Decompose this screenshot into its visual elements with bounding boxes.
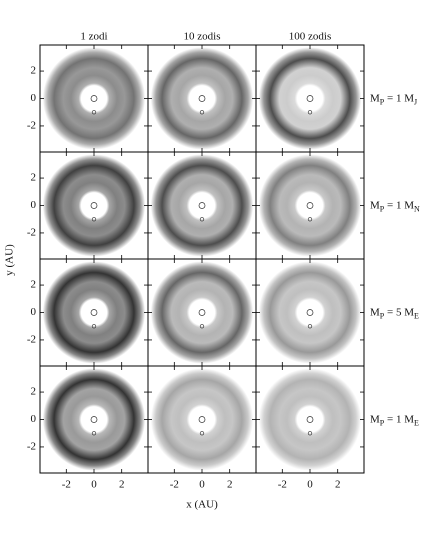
planet-marker [307, 324, 313, 329]
x-tick-label: 2 [335, 479, 341, 491]
row-label: MP = 1 MN [370, 199, 420, 214]
y-tick-label: 2 [31, 65, 37, 77]
y-tick-label: 2 [31, 386, 37, 398]
x-tick-label: 0 [199, 479, 205, 491]
star-marker [198, 95, 206, 102]
row-label-part: M [370, 199, 380, 211]
x-tick-label: 0 [91, 479, 97, 491]
x-tick-label: 0 [307, 479, 313, 491]
row-label-part: P [380, 419, 385, 428]
row-label: MP = 5 ME [370, 306, 419, 321]
y-tick-label: 0 [31, 413, 37, 425]
row-label-part: = 1 M [384, 199, 414, 211]
planet-marker [307, 431, 313, 436]
planet-marker [199, 110, 205, 115]
y-tick-label: -2 [27, 226, 36, 238]
y-tick-label: -2 [27, 333, 36, 345]
column-title: 1 zodi [80, 31, 107, 43]
row-label-part: = 1 M [384, 413, 414, 425]
row-label-part: = 1 M [384, 92, 414, 104]
row-label-part: E [414, 419, 419, 428]
planet-marker [307, 110, 313, 115]
star-marker [90, 202, 98, 209]
row-label-part: = 5 M [384, 306, 414, 318]
y-tick-label: 2 [31, 279, 37, 291]
row-label-part: P [380, 205, 385, 214]
y-axis-label: y (AU) [4, 244, 16, 276]
x-tick-label: 2 [119, 479, 125, 491]
column-title: 100 zodis [289, 31, 331, 43]
x-axis-label: x (AU) [186, 499, 218, 511]
column-title: 10 zodis [184, 31, 221, 43]
star-marker [306, 95, 314, 102]
row-label-part: M [370, 413, 380, 425]
row-label: MP = 1 MJ [370, 92, 417, 107]
x-tick-label: -2 [62, 479, 71, 491]
x-tick-label: -2 [278, 479, 287, 491]
y-tick-label: -2 [27, 440, 36, 452]
row-label-part: J [414, 98, 417, 107]
star-marker [90, 309, 98, 316]
planet-marker [307, 217, 313, 222]
planet-marker [199, 217, 205, 222]
row-label-part: M [370, 306, 380, 318]
planet-marker [199, 431, 205, 436]
planet-marker [91, 431, 97, 436]
row-label-part: P [380, 312, 385, 321]
star-marker [198, 202, 206, 209]
y-tick-label: 0 [31, 92, 37, 104]
star-marker [198, 416, 206, 423]
star-marker [198, 309, 206, 316]
star-marker [90, 95, 98, 102]
planet-marker [91, 217, 97, 222]
star-marker [306, 416, 314, 423]
star-marker [306, 309, 314, 316]
star-marker [306, 202, 314, 209]
planet-marker [91, 110, 97, 115]
y-tick-label: 0 [31, 306, 37, 318]
row-label-part: N [414, 205, 420, 214]
y-tick-label: 0 [31, 199, 37, 211]
planet-marker [199, 324, 205, 329]
row-label: MP = 1 ME [370, 413, 419, 428]
y-tick-label: 2 [31, 172, 37, 184]
x-tick-label: 2 [227, 479, 233, 491]
x-tick-label: -2 [170, 479, 179, 491]
row-label-part: M [370, 92, 380, 104]
row-label-part: E [414, 312, 419, 321]
star-marker [90, 416, 98, 423]
planet-marker [91, 324, 97, 329]
row-label-part: P [380, 98, 385, 107]
y-tick-label: -2 [27, 119, 36, 131]
